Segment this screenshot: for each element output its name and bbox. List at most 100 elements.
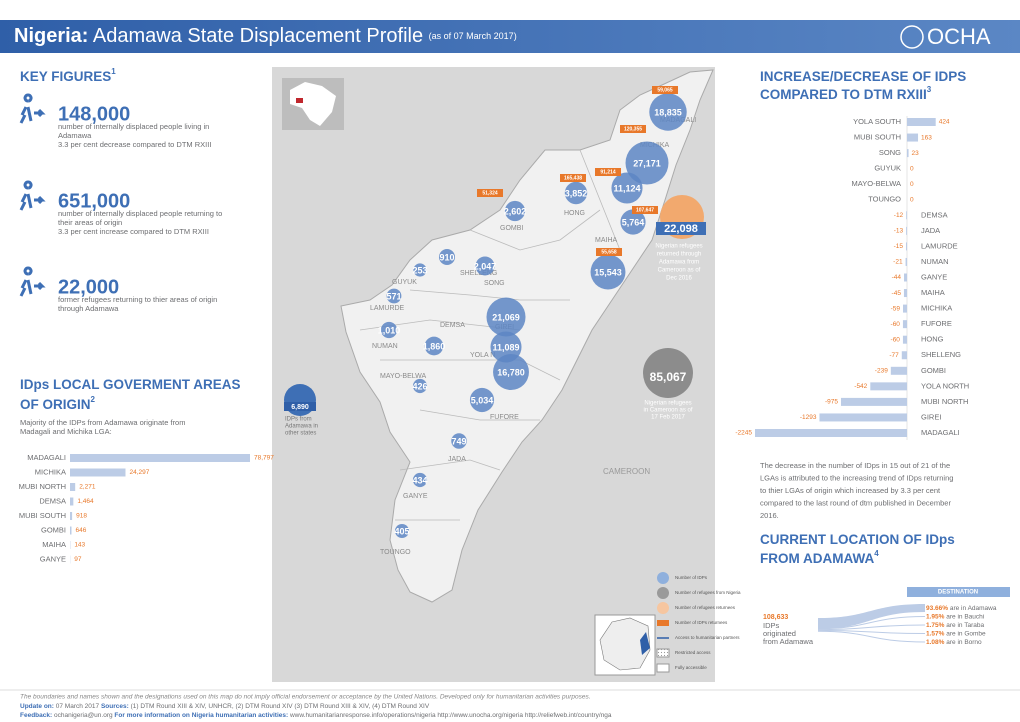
value-label: 0 <box>910 165 914 172</box>
legend-label: Number of IDPs returnees <box>675 620 728 625</box>
category-label: MAIHA <box>42 540 66 549</box>
idp-bubble <box>469 387 495 413</box>
idp-label: 5,034 <box>471 395 494 405</box>
value-label: 97 <box>74 556 82 563</box>
value-label: -15 <box>894 243 904 250</box>
bar <box>901 351 907 360</box>
idp-bubble <box>590 254 626 290</box>
value-label: -21 <box>893 259 903 266</box>
category-label: LAMURDE <box>921 241 958 250</box>
returnee-label: 59,065 <box>657 87 673 93</box>
title: Adamawa State Displacement Profile <box>93 25 423 47</box>
key-figure-text: number of internally displaced people li… <box>58 122 209 131</box>
returnee-box <box>620 125 646 133</box>
annotation: 17 Feb 2017 <box>651 415 685 421</box>
lga-label: TOUNGO <box>380 549 411 556</box>
idp-label: 2,047 <box>474 261 497 271</box>
category-label: GUYUK <box>874 164 901 173</box>
place: are in Bauchi <box>946 613 984 620</box>
value-label: 1,464 <box>77 498 94 505</box>
update: 07 March 2017 <box>56 703 100 710</box>
bar <box>70 526 72 535</box>
lga-label: SHELLENG <box>460 270 497 277</box>
key-figure-value: 651,000 <box>58 190 130 212</box>
idp-label: 18,835 <box>654 107 682 117</box>
annotation: in Cameroon as of <box>643 408 692 414</box>
category-label: SONG <box>879 148 901 157</box>
adamawa-state <box>340 69 714 603</box>
returnee-box <box>652 86 678 94</box>
idp-bubble <box>413 263 427 277</box>
value-label: 0 <box>910 196 914 203</box>
footer-line: Feedback: ochanigeria@un.org For more in… <box>20 712 612 719</box>
annotation: Nigerian refugees <box>655 244 702 250</box>
lga-label: SONG <box>484 280 505 287</box>
legend-swatch <box>657 587 669 599</box>
returnee-label: 55,658 <box>601 249 617 255</box>
category-label: HONG <box>921 335 944 344</box>
section-text: The decrease in the number of IDps in 15… <box>760 461 950 470</box>
legend-label: Number of refugees from Nigeria <box>675 590 741 595</box>
header-bar <box>0 20 1020 53</box>
idp-bubble <box>451 433 467 449</box>
category-label: MICHIKA <box>35 467 66 476</box>
value-label: 24,297 <box>130 469 150 476</box>
value-label: 143 <box>74 542 85 549</box>
annotation: Cameroon as of <box>658 268 701 274</box>
value-label: -77 <box>889 352 899 359</box>
idp-bubble <box>386 288 402 304</box>
value-label: 0 <box>910 181 914 188</box>
legend-label: Fully accessible <box>675 665 707 670</box>
bar <box>70 454 250 462</box>
returnee-box <box>596 248 622 256</box>
bar <box>906 211 907 220</box>
idp-label: 1,010 <box>378 325 401 335</box>
value-label: -975 <box>825 399 838 406</box>
person-icon <box>19 266 46 297</box>
flow <box>818 604 925 629</box>
idp-label: 253 <box>412 265 427 275</box>
legend-swatch <box>656 663 670 673</box>
note: 2 <box>91 395 96 404</box>
place: are in Gombe <box>946 630 986 637</box>
adamawa-inset <box>640 632 650 655</box>
title: CURRENT LOCATION OF IDps <box>760 532 955 547</box>
returnee-box <box>632 206 658 214</box>
idp-bubble <box>412 472 428 488</box>
value-label: 424 <box>939 119 950 126</box>
legend-label: Access to humanitarian partners <box>675 635 740 640</box>
lga-label: FUFORE <box>490 414 519 421</box>
country-label: CAMEROON <box>603 467 650 476</box>
bar <box>907 133 919 142</box>
idp-label: 15,543 <box>594 267 622 277</box>
note: 4 <box>874 549 879 558</box>
idp-label: 11,089 <box>492 342 519 352</box>
bar <box>903 304 907 313</box>
value-label: -45 <box>892 290 902 297</box>
idp-label: 5,764 <box>622 217 645 227</box>
lga-label: GUYUK <box>392 279 417 286</box>
share: 1.57% <box>926 630 945 637</box>
idp-bubble <box>412 378 428 394</box>
bar <box>70 468 126 477</box>
legend-label: Restricted access <box>675 650 711 655</box>
flow <box>817 616 926 630</box>
section-title: OF ORIGIN2 <box>20 395 96 411</box>
section-text: compared to the last round of dtm publis… <box>760 498 951 507</box>
person-icon <box>19 180 46 211</box>
label: Update on: <box>20 703 54 710</box>
lga-label: GANYE <box>403 493 428 500</box>
idp-label: 910 <box>439 252 454 262</box>
refugees-returned-value: 22,098 <box>664 223 698 235</box>
category-label: FUFORE <box>921 319 952 328</box>
un-emblem <box>900 25 924 49</box>
place: are in Adamawa <box>950 605 997 612</box>
key-figure-text: through Adamawa <box>58 304 119 313</box>
key-figure-text: Adamawa <box>58 131 92 140</box>
total-text: originated <box>763 629 796 638</box>
bar <box>819 413 907 422</box>
destination-label: 1.95% are in Bauchi <box>926 613 984 620</box>
category-label: MUBI NORTH <box>921 397 968 406</box>
bar <box>906 226 907 235</box>
idp-bubble <box>611 172 643 204</box>
